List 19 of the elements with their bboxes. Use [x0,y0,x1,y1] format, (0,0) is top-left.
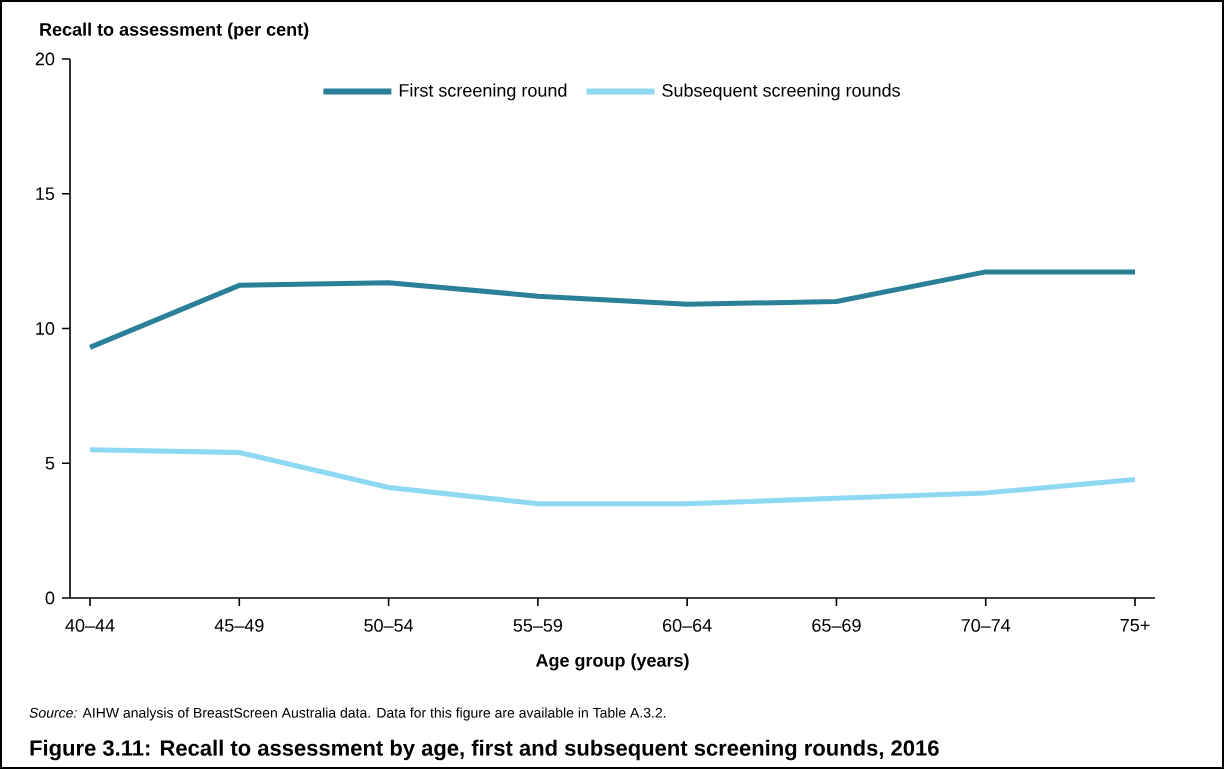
x-tick-label: 40–44 [65,619,115,632]
y-tick-label: 15 [36,187,55,201]
x-tick-label: 75+ [1120,619,1150,632]
legend-label: Subsequent screening rounds [662,83,900,101]
y-tick-label: 5 [45,456,55,470]
y-axis-title: Recall to assessment (per cent) [40,22,309,40]
text: Figure 3.11: Recall to assessment by age, first and subsequent screening rounds, 2016 [30,739,939,761]
y-tick-label: 10 [36,322,55,335]
y-tick-label: 0 [45,591,55,605]
x-tick-label: 50–54 [364,619,414,632]
y-tick-label: 20 [35,52,55,66]
x-tick-label: 65–69 [812,619,861,632]
x-axis-title: Age group (years) [535,653,689,671]
legend-label: First screening round [399,83,567,101]
x-tick-label: 45–49 [214,619,264,632]
text: Source: AIHW analysis of BreastScreen Australia data. Data for this figure are available in Table A.3.2. [29,707,666,721]
x-tick-label: 70–74 [961,619,1011,632]
x-tick-label: 55–59 [513,619,563,632]
x-tick-label: 60–64 [663,619,712,632]
